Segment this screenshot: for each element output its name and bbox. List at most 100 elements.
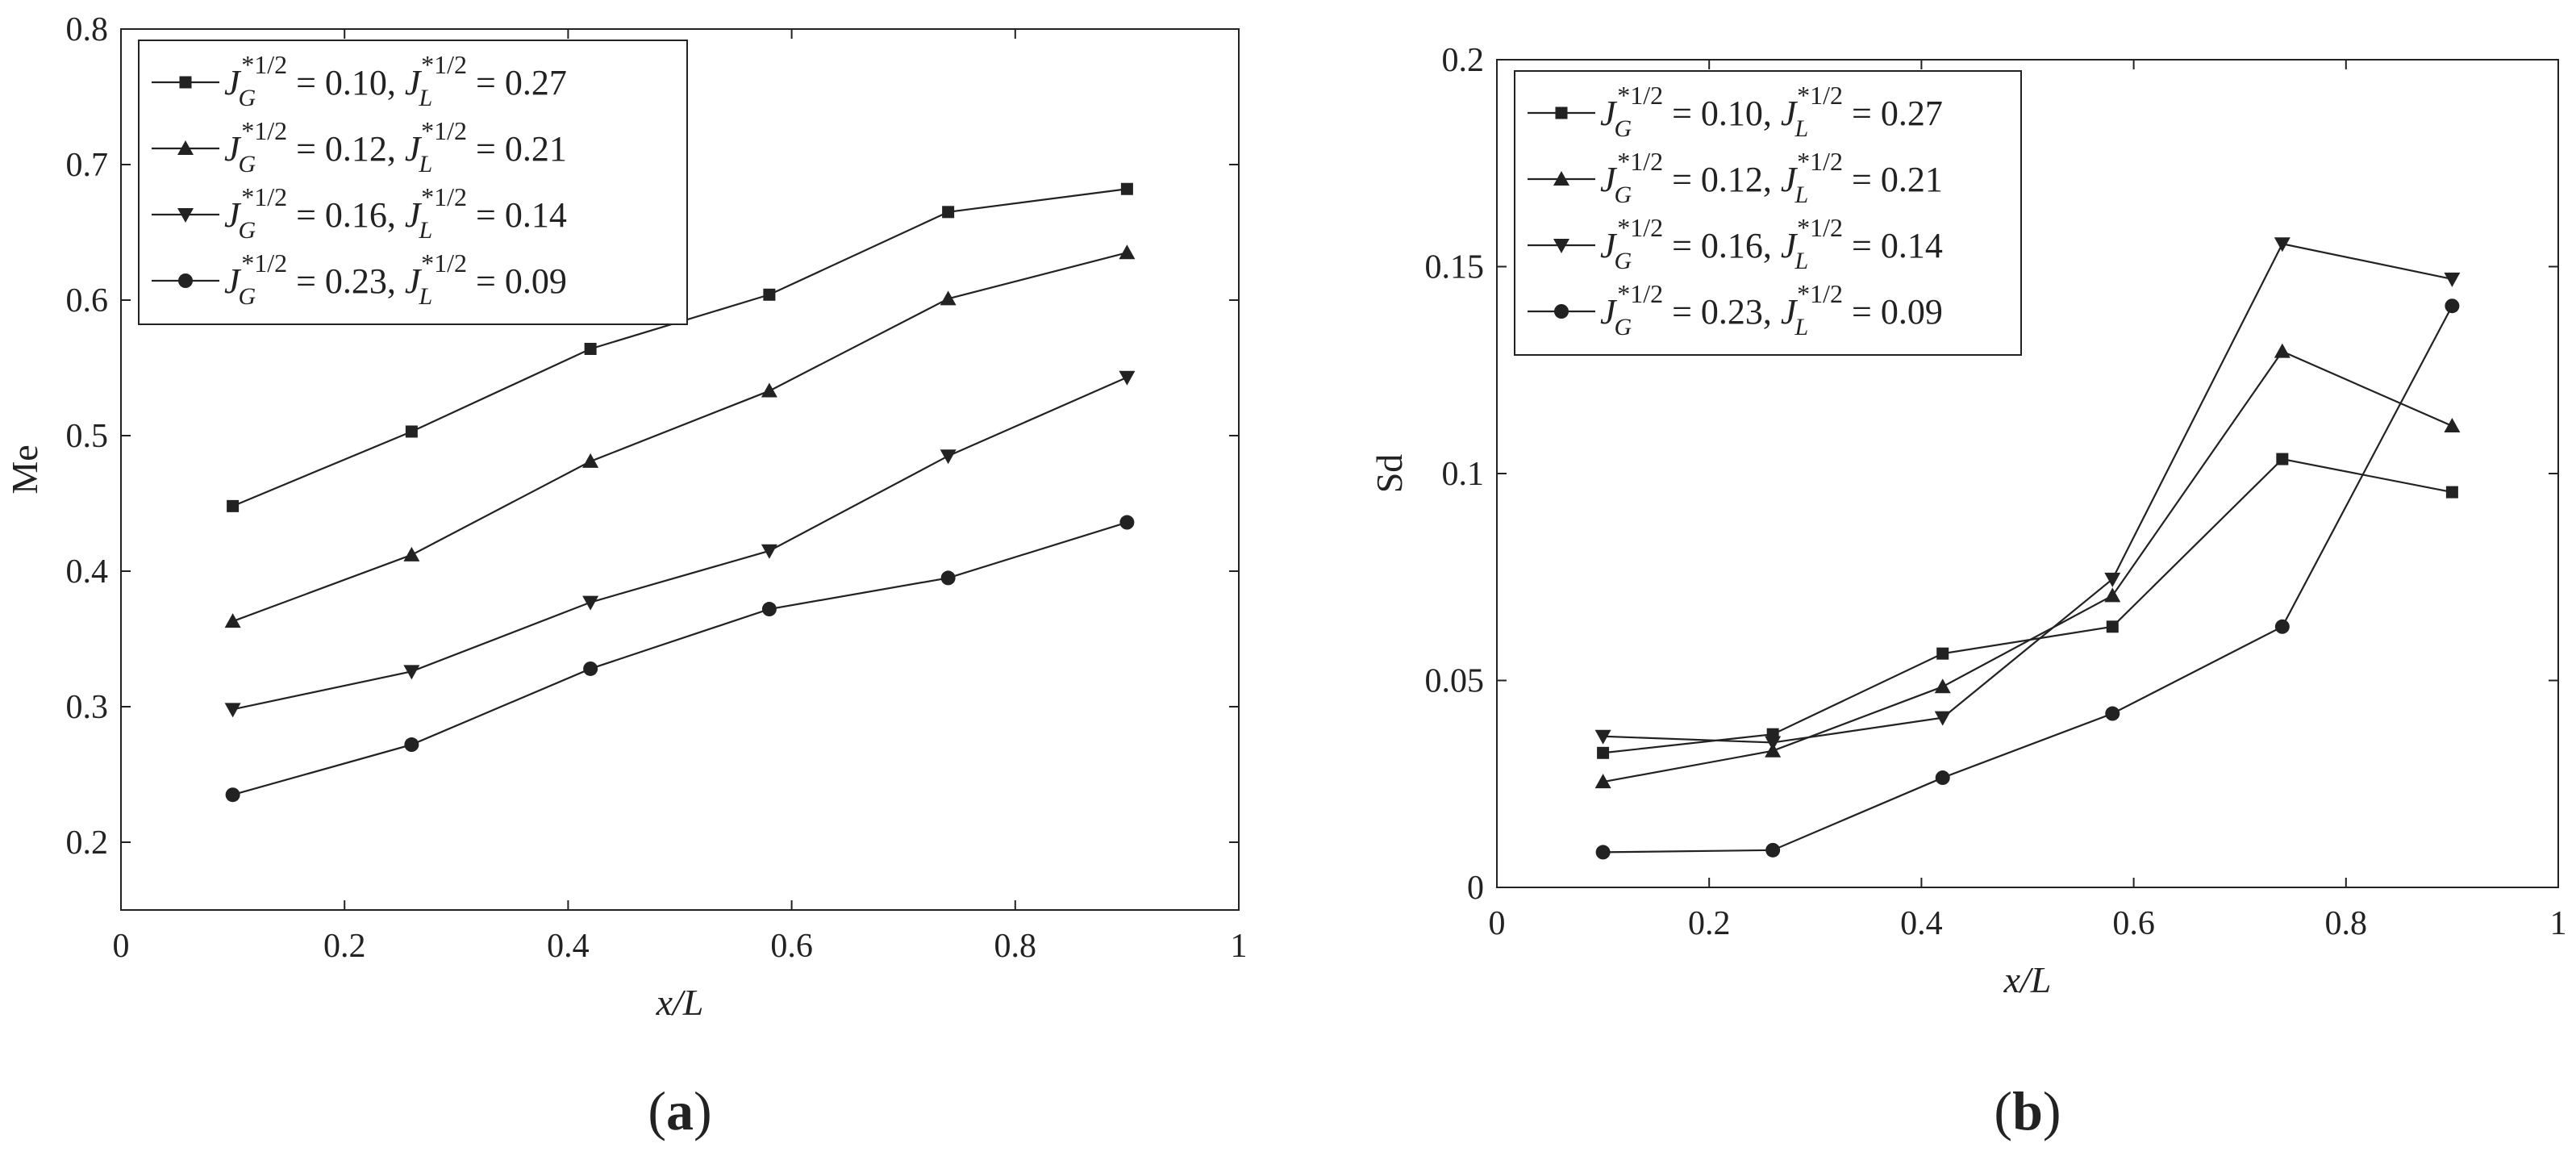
plot-frame (120, 28, 1240, 911)
series-line (1603, 350, 2453, 783)
data-point (2105, 706, 2120, 721)
data-point (761, 602, 777, 617)
series-triangle-down (224, 370, 1136, 718)
data-point (2274, 619, 2290, 634)
y-tick-label: 0.15 (1425, 249, 1485, 286)
data-point (584, 342, 597, 355)
data-point (1120, 182, 1133, 195)
x-tick-label: 0 (1489, 905, 1506, 942)
data-point (2445, 298, 2460, 314)
y-tick-label: 0.2 (1442, 42, 1485, 79)
data-point (405, 425, 418, 438)
legend-marker (1555, 106, 1568, 119)
legend-entry-label: JG*1/2 = 0.23, JL*1/2 = 0.09 (224, 248, 567, 310)
legend-box (138, 40, 688, 325)
x-tick-label: 0.6 (2112, 905, 2155, 942)
data-point (761, 544, 777, 559)
data-point (940, 449, 957, 465)
series-triangle-up (1594, 343, 2461, 789)
data-point (1765, 736, 1782, 751)
data-point (940, 570, 956, 586)
legend-marker (177, 140, 194, 155)
data-point (224, 703, 241, 718)
legend-entry-label: JG*1/2 = 0.10, JL*1/2 = 0.27 (224, 50, 567, 111)
series-square (1597, 453, 2458, 759)
legend-entry-label: JG*1/2 = 0.10, JL*1/2 = 0.27 (1600, 81, 1943, 142)
data-point (1594, 774, 1611, 789)
legend-marker (1553, 239, 1569, 253)
series-triangle-up (224, 244, 1136, 628)
y-axis-label: Sd (1369, 454, 1410, 494)
data-point (763, 288, 776, 301)
series-circle (225, 515, 1135, 803)
legend-entry-label: JG*1/2 = 0.12, JL*1/2 = 0.21 (1600, 147, 1943, 208)
data-point (224, 613, 241, 628)
data-point (583, 661, 598, 676)
series-triangle-down (1594, 237, 2461, 751)
y-tick-label: 0.8 (66, 11, 109, 48)
x-tick-label: 0.8 (994, 928, 1037, 965)
data-point (2106, 620, 2119, 633)
series-line (1603, 457, 2453, 754)
panel-label: (a) (648, 1080, 711, 1142)
series-line (232, 252, 1128, 623)
y-tick-label: 0.2 (66, 824, 109, 862)
data-point (1934, 711, 1951, 726)
x-tick-label: 0.4 (1900, 905, 1943, 942)
data-point (1119, 515, 1135, 530)
y-tick-label: 0.4 (66, 553, 109, 591)
data-point (403, 665, 420, 680)
series-line (232, 376, 1128, 711)
y-tick-label: 0.5 (66, 418, 109, 455)
legend-marker (177, 208, 194, 223)
data-point (403, 546, 420, 561)
legend-marker (179, 76, 192, 89)
data-point (404, 737, 419, 753)
data-point (1934, 678, 1951, 694)
y-tick-label: 0.6 (66, 282, 109, 319)
data-point (2444, 418, 2461, 433)
x-tick-label: 0 (113, 928, 130, 965)
y-axis-label: Me (4, 445, 45, 494)
x-tick-label: 0.4 (547, 928, 590, 965)
data-point (1595, 845, 1611, 860)
data-point (1765, 842, 1781, 858)
y-tick-label: 0.7 (66, 147, 109, 184)
data-point (2445, 486, 2458, 499)
data-point (1119, 370, 1136, 386)
data-point (2274, 237, 2290, 253)
x-axis-label: x/L (656, 982, 704, 1023)
y-tick-label: 0.3 (66, 689, 109, 726)
x-axis-label: x/L (2003, 959, 2052, 1000)
legend-entry-label: JG*1/2 = 0.16, JL*1/2 = 0.14 (224, 182, 567, 244)
data-point (2104, 572, 2121, 587)
x-tick-label: 0.2 (323, 928, 366, 965)
series-circle (1595, 298, 2460, 860)
y-tick-label: 0 (1467, 870, 1484, 907)
data-point (942, 206, 955, 219)
x-tick-label: 0.2 (1688, 905, 1731, 942)
chart-panel-b: 0 0.2 0.4 0.6 0.8 1 0 0.05 0.1 0.15 0.2 x/L Sd JG*1/2… (1369, 42, 2567, 1142)
series-line (1603, 305, 2453, 854)
data-point (227, 499, 240, 512)
chart-panel-a: 0 0.2 0.4 0.6 0.8 1 0.2 0.3 0.4 0.5 0.6 0.7 0.8 x/L Me… (4, 11, 1248, 1142)
y-tick-label: 0.1 (1442, 456, 1485, 493)
data-point (2276, 453, 2289, 465)
legend-marker (1554, 304, 1569, 319)
data-point (1936, 647, 1949, 660)
panel-label: (b) (1994, 1080, 2061, 1142)
data-point (1935, 770, 1950, 786)
data-point (1597, 746, 1610, 759)
x-tick-label: 1 (1231, 928, 1248, 965)
legend-marker (178, 273, 193, 288)
x-tick-label: 0.6 (770, 928, 813, 965)
data-point (2104, 587, 2121, 603)
data-point (2444, 272, 2461, 287)
legend-entry-label: JG*1/2 = 0.12, JL*1/2 = 0.21 (224, 116, 567, 177)
y-tick-label: 0.05 (1425, 663, 1485, 700)
data-point (582, 453, 599, 468)
data-point (582, 595, 599, 611)
series-line (1603, 243, 2453, 744)
